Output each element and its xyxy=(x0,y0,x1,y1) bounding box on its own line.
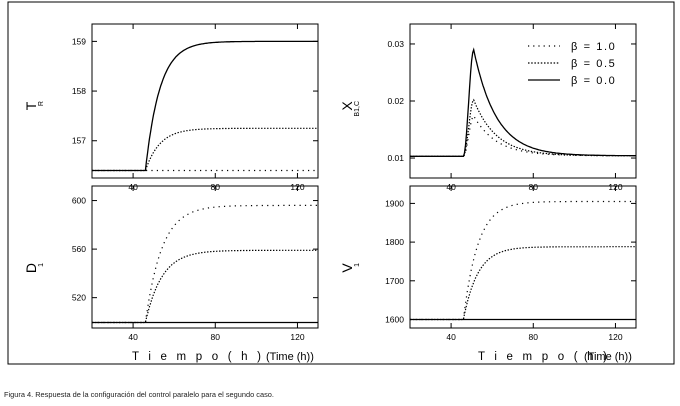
figure-border xyxy=(7,1,675,365)
y-axis-label-sub: 1 xyxy=(354,263,361,267)
panel-d1: 40 80 120 520 560 600 D 1 xyxy=(23,185,319,342)
xlabel-en-left: (Time (h)) xyxy=(266,351,314,363)
y-axis-label-sub: R xyxy=(38,101,45,106)
y-tick-label: 560 xyxy=(72,244,86,254)
y-tick-label: 520 xyxy=(72,293,86,303)
y-tick-label: 0.03 xyxy=(387,39,404,49)
y-tick-label: 159 xyxy=(72,36,86,46)
y-tick-label: 158 xyxy=(72,86,86,96)
y-tick-label: 0.02 xyxy=(387,96,404,106)
xlabel-right: T i e m p o ( h ) xyxy=(478,351,610,363)
x-tick-label: 80 xyxy=(529,332,539,342)
plot-area xyxy=(91,23,319,179)
series-beta-0 xyxy=(410,47,636,157)
figure-caption: Figura 4. Respuesta de la configuración … xyxy=(4,390,274,399)
legend: β = 1.0 β = 0.5 β = 0.0 xyxy=(528,41,616,87)
y-tick-label: 1600 xyxy=(385,314,404,324)
series-beta-05 xyxy=(92,249,318,324)
legend-label-beta-05: β = 0.5 xyxy=(571,58,616,70)
y-axis-label-sub: 1 xyxy=(38,263,45,267)
y-axis-label: X xyxy=(339,101,355,111)
y-tick-label: 1700 xyxy=(385,276,404,286)
x-tick-label: 80 xyxy=(211,332,221,342)
x-tick-label: 40 xyxy=(446,332,456,342)
xlabel-left: T i e m p o ( h ) xyxy=(132,351,264,363)
series-beta-1 xyxy=(410,200,636,321)
y-axis-label-sub: B1,C xyxy=(354,101,361,117)
plot-area xyxy=(409,185,637,329)
series-beta-1 xyxy=(92,204,318,324)
series-beta-1 xyxy=(410,114,636,157)
y-tick-label: 1900 xyxy=(385,198,404,208)
series-beta-05 xyxy=(410,246,636,321)
series-beta-0 xyxy=(92,40,318,172)
x-tick-label: 120 xyxy=(608,332,622,342)
y-axis-label: D xyxy=(23,263,39,273)
x-tick-label: 120 xyxy=(290,332,304,342)
y-tick-label: 600 xyxy=(72,196,86,206)
legend-label-beta-0: β = 0.0 xyxy=(571,75,616,87)
plot-area xyxy=(91,185,319,329)
series-beta-05 xyxy=(92,127,318,172)
x-tick-label: 40 xyxy=(128,332,138,342)
y-tick-label: 0.01 xyxy=(387,153,404,163)
y-axis-label: V xyxy=(339,263,355,273)
legend-label-beta-1: β = 1.0 xyxy=(571,41,616,53)
xlabel-en-right: (Time (h)) xyxy=(584,351,632,363)
panel-v1: 40 80 120 1600 1700 1800 1900 V 1 xyxy=(339,185,637,342)
y-tick-label: 157 xyxy=(72,136,86,146)
y-tick-label: 1800 xyxy=(385,237,404,247)
y-axis-label: T xyxy=(23,101,39,110)
series-beta-05 xyxy=(410,98,636,157)
